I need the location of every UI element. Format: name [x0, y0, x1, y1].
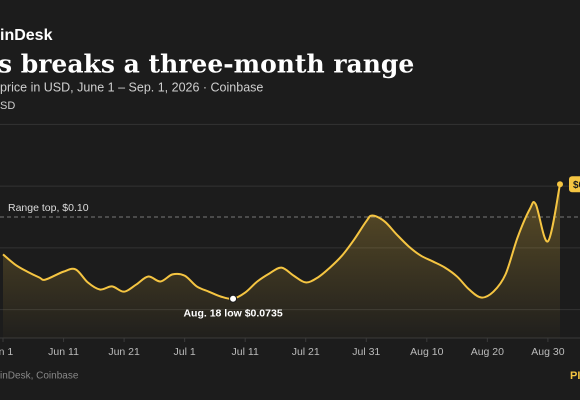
end-badge: [569, 176, 580, 193]
source: inDesk, Coinbase: [0, 371, 79, 382]
low-point: [229, 294, 238, 303]
x-tick-label: Jun 21: [108, 346, 140, 358]
area: [3, 184, 560, 338]
x-tick-label: Aug 20: [471, 346, 504, 358]
x-tick-label: Jun 11: [48, 346, 79, 358]
x-tick-label: Jul 21: [292, 346, 320, 358]
line: [2, 184, 561, 300]
end-point: [557, 181, 563, 188]
range-top-label: Range top, $0.10: [8, 202, 89, 214]
corner-label: PI: [570, 370, 580, 382]
x-tick-label: Aug 10: [410, 346, 443, 358]
x-tick-label: Aug 30: [531, 346, 564, 358]
low-label: Aug. 18 low $0.0735: [183, 308, 282, 320]
x-tick-label: Jul 1: [174, 346, 196, 358]
subtitle: price in USD, June 1 – Sep. 1, 2026 · Co…: [0, 80, 263, 94]
end-label: $0: [573, 180, 580, 191]
chart-title: s breaks a three-month range: [0, 50, 414, 79]
x-tick-label: un 1: [0, 346, 13, 358]
brand: inDesk: [0, 27, 53, 44]
unit-label: SD: [0, 100, 15, 112]
x-tick-label: Jul 11: [232, 346, 259, 358]
x-tick-label: Jul 31: [352, 346, 380, 358]
